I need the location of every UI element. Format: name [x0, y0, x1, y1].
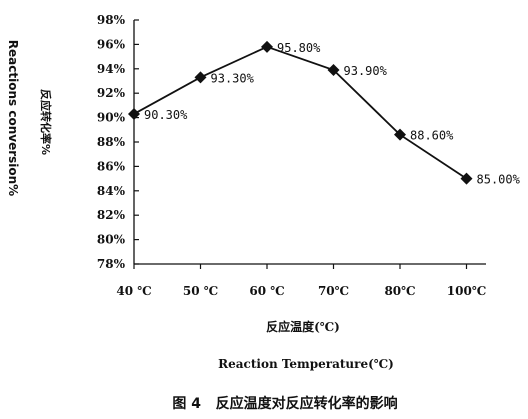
- y-ticks: 78% 80% 82% 84% 86% 88% 90% 92% 94% 96% 98%: [97, 13, 139, 271]
- data-label: 93.90%: [344, 64, 388, 78]
- y-tick-label: 90%: [97, 111, 126, 125]
- x-axis-label-en: Reaction Temperature(℃): [218, 357, 394, 371]
- y-axis-label-en: Reactions conversion%: [6, 40, 20, 196]
- data-label: 93.30%: [211, 71, 255, 85]
- y-tick-label: 98%: [97, 13, 126, 27]
- y-tick-label: 88%: [97, 135, 126, 149]
- y-tick-label: 86%: [97, 159, 126, 173]
- data-label: 95.80%: [277, 41, 321, 55]
- figure-caption: 图 4 反应温度对反应转化率的影响: [172, 395, 397, 412]
- y-tick-label: 78%: [97, 257, 126, 271]
- x-tick-label: 100℃: [447, 284, 486, 298]
- data-point-marker: [460, 172, 473, 185]
- data-labels: 90.30% 93.30% 95.80% 93.90% 88.60% 85.00%: [144, 41, 521, 187]
- y-tick-label: 80%: [97, 233, 126, 247]
- x-tick-label: 70℃: [318, 284, 349, 298]
- y-tick-label: 84%: [97, 184, 126, 198]
- data-label: 90.30%: [144, 108, 188, 122]
- data-point-marker: [327, 64, 340, 77]
- data-point-marker: [194, 71, 207, 84]
- data-points: [128, 40, 473, 185]
- x-tick-label: 80℃: [384, 284, 415, 298]
- x-ticks: 40 ℃ 50 ℃ 60 ℃ 70℃ 80℃ 100℃: [116, 264, 486, 298]
- y-tick-label: 82%: [97, 208, 126, 222]
- x-tick-label: 50 ℃: [183, 284, 218, 298]
- data-label: 85.00%: [477, 173, 521, 187]
- data-point-marker: [261, 40, 273, 53]
- y-tick-label: 96%: [97, 37, 126, 51]
- series: [133, 45, 467, 180]
- data-point-marker: [394, 128, 406, 141]
- y-tick-label: 92%: [97, 86, 126, 100]
- data-label: 88.60%: [410, 129, 454, 143]
- x-tick-label: 60 ℃: [249, 284, 284, 298]
- x-tick-label: 40 ℃: [116, 284, 151, 298]
- y-axis-label-cn: 反应转化率%: [39, 89, 53, 155]
- y-tick-label: 94%: [97, 62, 126, 76]
- data-point-marker: [128, 107, 140, 120]
- x-axis-label-cn: 反应温度(℃): [266, 319, 340, 334]
- series-line: [133, 45, 467, 180]
